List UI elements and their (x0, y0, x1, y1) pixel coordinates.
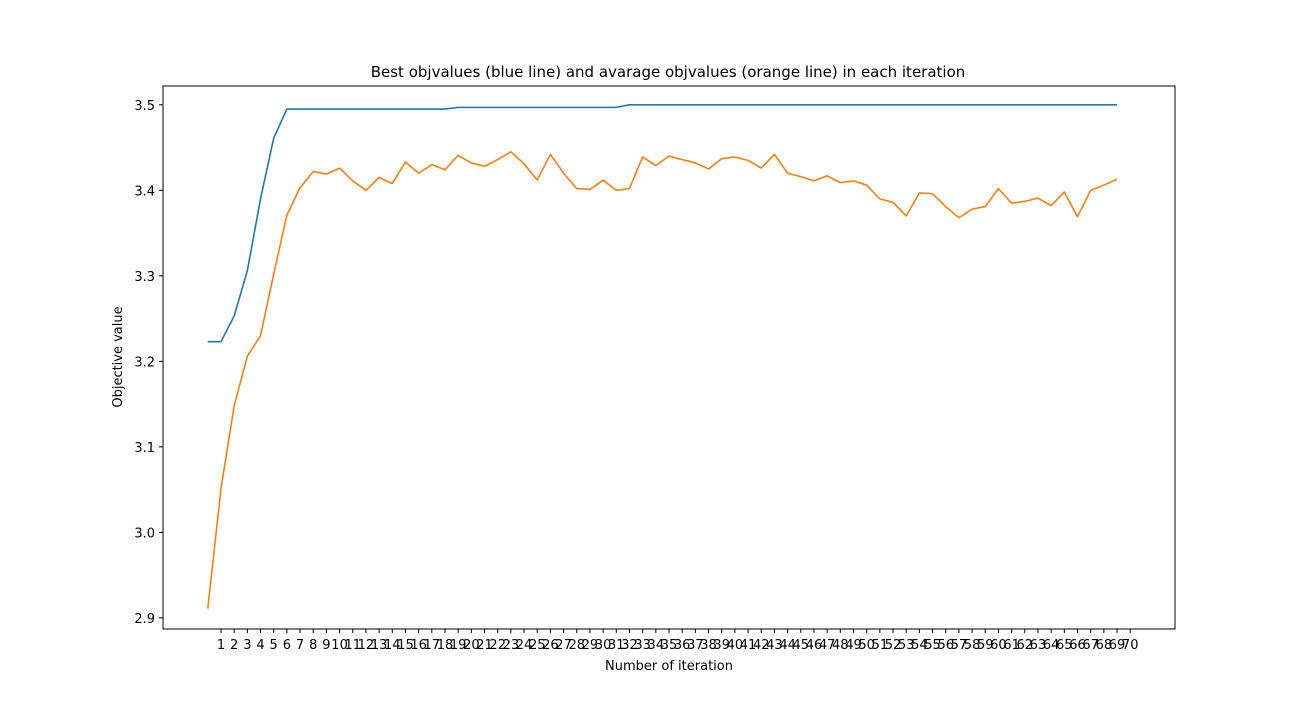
x-tick-label: 32 (621, 638, 638, 653)
x-tick-label: 15 (397, 638, 414, 653)
chart-title: Best objvalues (blue line) and avarage o… (371, 63, 966, 81)
x-tick-label: 53 (898, 638, 915, 653)
x-tick-label: 10 (331, 638, 348, 653)
x-tick-label: 9 (322, 638, 330, 653)
x-tick-label: 42 (753, 638, 770, 653)
x-tick-label: 23 (503, 638, 520, 653)
x-tick-label: 38 (700, 638, 717, 653)
y-axis: 2.9 3.0 3.1 3.2 3.3 3.4 3.5 (134, 99, 163, 627)
x-tick-label: 61 (1003, 638, 1020, 653)
x-tick-label: 54 (911, 638, 928, 653)
y-tick-label: 3.5 (134, 99, 155, 114)
series-layer (207, 104, 1118, 609)
x-tick-label: 63 (1030, 638, 1047, 653)
x-tick-label: 6 (283, 638, 291, 653)
x-tick-label: 8 (309, 638, 317, 653)
x-tick-label: 56 (937, 638, 954, 653)
x-tick-label: 4 (256, 638, 264, 653)
y-tick-label: 3.4 (134, 184, 155, 199)
x-tick-label: 35 (661, 638, 678, 653)
x-tick-label: 33 (634, 638, 651, 653)
x-tick-label: 59 (977, 638, 994, 653)
x-tick-label: 70 (1122, 638, 1139, 653)
x-tick-label: 16 (410, 638, 427, 653)
x-tick-label: 25 (529, 638, 546, 653)
x-axis-label: Number of iteration (605, 659, 733, 674)
x-tick-label: 5 (270, 638, 278, 653)
x-tick-label: 66 (1069, 638, 1086, 653)
x-tick-label: 37 (687, 638, 704, 653)
x-tick-label: 64 (1043, 638, 1060, 653)
x-tick-label: 12 (358, 638, 375, 653)
x-tick-label: 46 (806, 638, 823, 653)
x-axis: 1 2 3 4 5 6 7 8 9 1011121314151617181920212223242… (217, 629, 1139, 653)
x-tick-label: 67 (1082, 638, 1099, 653)
x-tick-label: 45 (792, 638, 809, 653)
x-tick-label: 29 (582, 638, 599, 653)
x-tick-label: 60 (990, 638, 1007, 653)
x-tick-label: 1 (217, 638, 225, 653)
x-tick-label: 20 (463, 638, 480, 653)
x-tick-label: 49 (845, 638, 862, 653)
x-tick-label: 17 (424, 638, 441, 653)
y-tick-label: 3.2 (134, 355, 155, 370)
series-line-1 (207, 104, 1118, 343)
x-tick-label: 2 (230, 638, 238, 653)
x-tick-label: 11 (344, 638, 361, 653)
x-tick-label: 41 (740, 638, 757, 653)
x-tick-label: 26 (542, 638, 559, 653)
y-tick-label: 3.1 (134, 441, 155, 456)
x-tick-label: 47 (819, 638, 836, 653)
x-tick-label: 21 (476, 638, 493, 653)
x-tick-label: 24 (516, 638, 533, 653)
x-tick-label: 51 (872, 638, 889, 653)
x-tick-label: 18 (437, 638, 454, 653)
x-tick-label: 34 (648, 638, 665, 653)
x-tick-label: 7 (296, 638, 304, 653)
x-tick-label: 57 (951, 638, 968, 653)
x-tick-label: 50 (858, 638, 875, 653)
x-tick-label: 31 (608, 638, 625, 653)
x-tick-label: 14 (384, 638, 401, 653)
x-tick-label: 62 (1017, 638, 1034, 653)
y-tick-label: 3.0 (134, 526, 155, 541)
x-tick-label: 68 (1096, 638, 1113, 653)
x-tick-label: 58 (964, 638, 981, 653)
x-tick-label: 39 (713, 638, 730, 653)
x-tick-label: 19 (450, 638, 467, 653)
y-tick-label: 3.3 (134, 270, 155, 285)
x-tick-label: 43 (766, 638, 783, 653)
x-tick-label: 65 (1056, 638, 1073, 653)
x-tick-label: 44 (779, 638, 796, 653)
x-tick-label: 36 (674, 638, 691, 653)
series-line-2 (207, 151, 1118, 609)
x-tick-label: 13 (371, 638, 388, 653)
x-tick-label: 52 (885, 638, 902, 653)
x-tick-label: 55 (924, 638, 941, 653)
x-tick-label: 30 (595, 638, 612, 653)
x-tick-label: 48 (832, 638, 849, 653)
x-tick-label: 28 (568, 638, 585, 653)
x-tick-label: 69 (1109, 638, 1126, 653)
x-tick-label: 27 (555, 638, 572, 653)
y-tick-label: 2.9 (134, 612, 155, 627)
x-tick-label: 3 (243, 638, 251, 653)
x-tick-label: 40 (727, 638, 744, 653)
y-axis-label: Objective value (111, 306, 126, 407)
x-tick-label: 22 (489, 638, 506, 653)
